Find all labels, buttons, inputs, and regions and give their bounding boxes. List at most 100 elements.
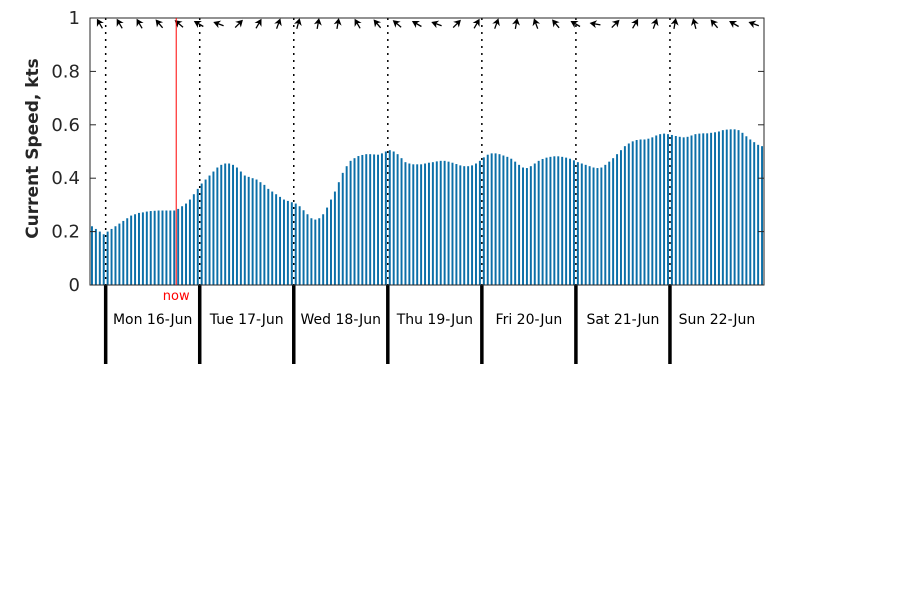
speed-bar (330, 199, 332, 285)
speed-bar (318, 218, 321, 285)
speed-bar (94, 228, 97, 285)
speed-bar (420, 164, 423, 285)
direction-arrow-icon (589, 20, 601, 29)
direction-arrow-icon (354, 18, 362, 29)
speed-bar (627, 143, 630, 285)
speed-bar (404, 162, 407, 285)
speed-bar (263, 184, 266, 286)
direction-arrow-icon (492, 18, 500, 29)
speed-bar (482, 157, 485, 285)
speed-bar (232, 164, 235, 285)
speed-bar (408, 163, 411, 285)
speed-bar (565, 157, 568, 285)
speed-bar (106, 231, 109, 285)
speed-bar (290, 202, 293, 285)
speed-bar (557, 156, 560, 285)
speed-bar (725, 129, 728, 285)
axes-box (89, 17, 765, 286)
direction-arrow-icon (452, 19, 461, 28)
direction-arrow-icon (293, 18, 302, 29)
speed-bar (498, 154, 501, 285)
speed-bar (651, 137, 654, 285)
speed-bar (631, 141, 634, 285)
speed-bar (663, 133, 666, 285)
speed-bar (102, 234, 105, 285)
direction-arrow-icon (313, 18, 322, 30)
speed-bar (126, 218, 129, 285)
speed-bar (569, 158, 572, 285)
y-axis: 0 0.2 0.4 0.6 0.8 1 (51, 8, 764, 296)
speed-bar (400, 158, 403, 285)
direction-arrow-icon (690, 18, 699, 29)
speed-bar (90, 226, 93, 285)
y-tick-label: 1 (69, 8, 80, 29)
direction-arrow-icon (136, 18, 144, 29)
speed-bar (212, 171, 215, 285)
speed-bar (670, 134, 673, 285)
speed-bar (612, 158, 615, 285)
speed-bar (537, 160, 540, 285)
speed-bar (138, 212, 140, 285)
direction-arrow-icon (748, 20, 760, 29)
speed-bar (130, 215, 133, 285)
speed-bar (424, 163, 427, 285)
direction-arrow-icon (274, 18, 282, 29)
speed-bar (553, 156, 556, 285)
speed-bar (369, 154, 372, 285)
speed-bar (271, 191, 274, 285)
speed-bar (749, 139, 752, 285)
speed-bar (490, 153, 493, 285)
direction-arrow-icon (650, 18, 659, 29)
speed-bar (451, 162, 454, 285)
speed-bar (388, 150, 391, 285)
speed-bar (745, 136, 748, 285)
speed-bar (169, 210, 172, 285)
day-label: Mon 16-Jun (113, 312, 193, 328)
speed-bar (157, 210, 160, 285)
speed-bar (686, 136, 689, 285)
speed-bar (522, 167, 524, 285)
speed-bar (674, 136, 677, 285)
day-label: Sun 22-Jun (679, 312, 756, 328)
day-label: Fri 20-Jun (496, 312, 563, 328)
speed-bar (549, 156, 552, 285)
speed-bar (714, 132, 716, 285)
direction-arrow-icon (631, 18, 639, 29)
speed-bar (643, 139, 646, 285)
speed-bar (181, 206, 184, 285)
speed-bar (243, 175, 246, 285)
y-tick-label: 0 (69, 275, 80, 296)
speed-bar (619, 150, 622, 285)
speed-bar (141, 212, 144, 285)
speed-bar (306, 214, 309, 285)
speed-bar (475, 163, 477, 285)
speed-bar (604, 164, 607, 285)
speed-bar (235, 167, 238, 285)
speed-bar (239, 171, 242, 285)
speed-bar (753, 142, 756, 285)
speed-bar (302, 210, 305, 285)
speed-bar (173, 210, 176, 285)
speed-bar (737, 130, 740, 285)
y-axis-label: Current Speed, kts (23, 58, 43, 239)
direction-arrow-icon (234, 19, 243, 28)
speed-bar (529, 166, 532, 285)
speed-bar (506, 156, 509, 285)
speed-bar (377, 154, 379, 285)
speed-bar (459, 165, 462, 285)
speed-bar (729, 129, 732, 285)
speed-bar (639, 139, 642, 285)
speed-bar (616, 154, 619, 285)
direction-arrow-icon (431, 20, 442, 29)
speed-bar (153, 210, 156, 285)
speed-bar (682, 137, 685, 285)
speed-bar (541, 158, 544, 285)
speed-bar (122, 220, 125, 285)
day-labels-layer: Mon 16-Jun Tue 17-Jun Wed 18-Jun Thu 19-Jun… (113, 312, 755, 328)
direction-arrow-icon (472, 18, 480, 29)
speed-bar (455, 164, 458, 285)
speed-bar (380, 153, 383, 285)
speed-bar (333, 191, 336, 285)
speed-bar (98, 231, 101, 285)
speed-bar (635, 140, 638, 285)
